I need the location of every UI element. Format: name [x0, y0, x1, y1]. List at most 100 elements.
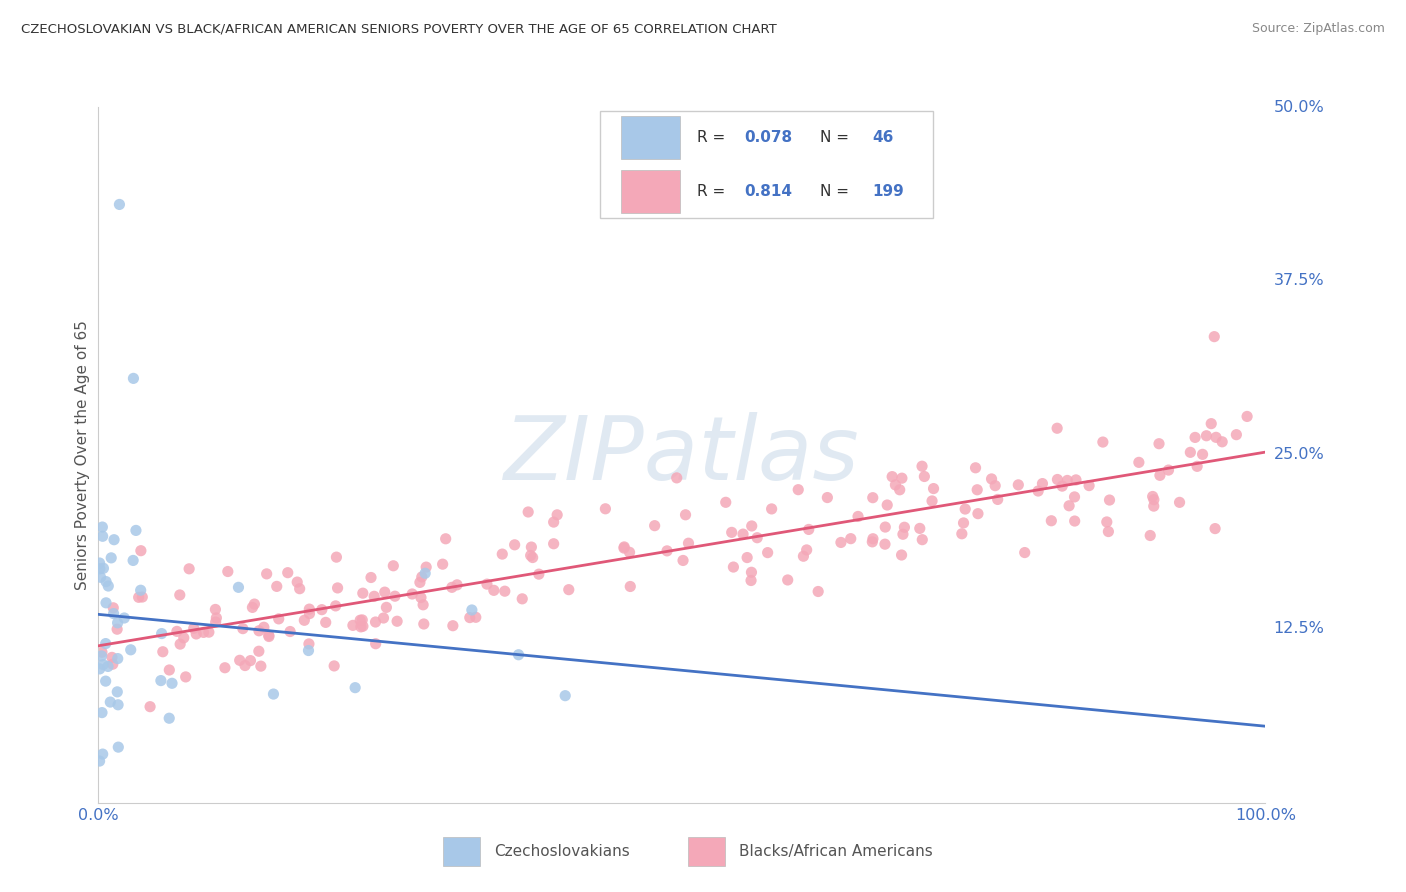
- Point: [122, 553, 145, 567]
- Point: [298, 602, 321, 616]
- Point: [364, 615, 387, 629]
- Point: [311, 602, 333, 616]
- Point: [91, 520, 114, 534]
- Point: [129, 583, 152, 598]
- Point: [440, 580, 463, 594]
- Point: [875, 520, 897, 534]
- Point: [298, 637, 321, 651]
- Point: [89, 562, 111, 576]
- Point: [1091, 435, 1114, 450]
- Text: Czechoslovakians: Czechoslovakians: [494, 844, 630, 859]
- Point: [475, 577, 498, 591]
- Point: [980, 472, 1002, 486]
- Point: [198, 625, 221, 640]
- Point: [554, 689, 576, 703]
- Point: [1128, 455, 1150, 469]
- Point: [619, 579, 641, 593]
- Point: [1031, 476, 1053, 491]
- Point: [91, 747, 114, 761]
- Point: [644, 518, 666, 533]
- Point: [830, 535, 852, 549]
- Point: [1046, 473, 1069, 487]
- Point: [373, 611, 395, 625]
- Point: [884, 478, 907, 492]
- Point: [756, 546, 779, 560]
- Point: [205, 611, 228, 625]
- Point: [150, 626, 173, 640]
- Point: [464, 610, 486, 624]
- Point: [157, 663, 180, 677]
- Point: [364, 637, 387, 651]
- Point: [129, 543, 152, 558]
- Point: [796, 543, 818, 558]
- Point: [797, 523, 820, 537]
- Point: [243, 597, 266, 611]
- Point: [91, 529, 114, 543]
- Point: [160, 676, 183, 690]
- Point: [807, 584, 830, 599]
- Point: [217, 565, 239, 579]
- Point: [1195, 429, 1218, 443]
- Point: [1050, 479, 1073, 493]
- Point: [890, 471, 912, 485]
- Point: [262, 687, 284, 701]
- Point: [1014, 545, 1036, 559]
- FancyBboxPatch shape: [688, 837, 725, 866]
- Point: [90, 645, 112, 659]
- Point: [107, 651, 129, 665]
- Point: [125, 524, 148, 538]
- Point: [91, 657, 114, 672]
- Point: [675, 508, 697, 522]
- Point: [665, 471, 688, 485]
- Point: [655, 544, 678, 558]
- Point: [966, 483, 988, 497]
- Point: [510, 591, 533, 606]
- Text: 199: 199: [872, 184, 904, 199]
- Point: [214, 661, 236, 675]
- Point: [546, 508, 568, 522]
- Point: [432, 557, 454, 571]
- Point: [131, 590, 153, 604]
- Point: [228, 580, 250, 594]
- Point: [1142, 490, 1164, 504]
- Point: [103, 533, 125, 547]
- Point: [415, 560, 437, 574]
- Point: [1056, 474, 1078, 488]
- Point: [412, 617, 434, 632]
- Point: [1063, 490, 1085, 504]
- Point: [1211, 434, 1233, 449]
- FancyBboxPatch shape: [621, 116, 679, 159]
- Point: [741, 519, 763, 533]
- Point: [517, 505, 540, 519]
- Point: [953, 502, 976, 516]
- Point: [174, 670, 197, 684]
- Point: [527, 567, 550, 582]
- Point: [1040, 514, 1063, 528]
- Point: [891, 527, 914, 541]
- Point: [1139, 528, 1161, 542]
- Point: [101, 657, 124, 672]
- Point: [89, 556, 111, 570]
- Point: [409, 575, 432, 590]
- Point: [325, 550, 347, 565]
- Point: [297, 643, 319, 657]
- Text: R =: R =: [697, 184, 730, 199]
- Point: [349, 613, 371, 627]
- Point: [761, 502, 783, 516]
- Point: [266, 579, 288, 593]
- Point: [267, 612, 290, 626]
- Point: [921, 494, 943, 508]
- Point: [747, 531, 769, 545]
- Point: [239, 654, 262, 668]
- Point: [409, 591, 432, 605]
- Point: [107, 740, 129, 755]
- Point: [89, 662, 111, 676]
- Point: [382, 558, 405, 573]
- Point: [1046, 421, 1069, 435]
- Point: [193, 625, 215, 640]
- Point: [105, 622, 128, 636]
- Point: [987, 492, 1010, 507]
- Text: CZECHOSLOVAKIAN VS BLACK/AFRICAN AMERICAN SENIORS POVERTY OVER THE AGE OF 65 COR: CZECHOSLOVAKIAN VS BLACK/AFRICAN AMERICA…: [21, 22, 778, 36]
- Text: R =: R =: [697, 130, 730, 145]
- Point: [100, 550, 122, 565]
